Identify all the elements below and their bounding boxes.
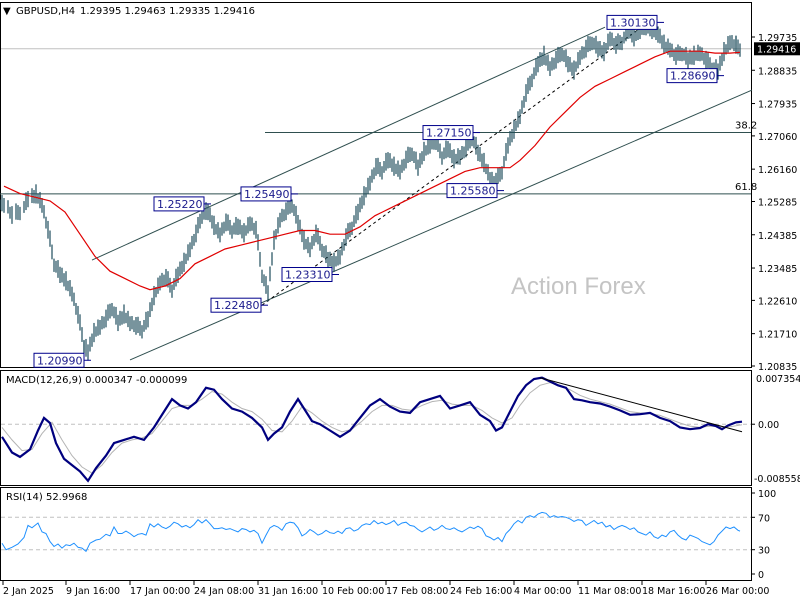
fib-level-label: 38.2 xyxy=(735,121,757,132)
time-tick-label: 4 Mar 00:00 xyxy=(514,586,571,597)
watermark: Action Forex xyxy=(511,273,646,300)
time-tick-label: 9 Jan 16:00 xyxy=(66,586,120,597)
price-label-box xyxy=(240,186,292,202)
current-price-tag: 1.29416 xyxy=(754,42,800,56)
rsi-levels xyxy=(1,516,751,551)
price-tick-label: 1.22610 xyxy=(758,296,797,307)
time-tick-label: 11 Mar 08:00 xyxy=(578,586,641,597)
time-tick-label: 31 Jan 16:00 xyxy=(258,586,318,597)
chart-menu-icon[interactable]: ▼ xyxy=(3,6,11,17)
price-tick-label: 1.27060 xyxy=(758,132,797,143)
price-label-text: 1.28690 xyxy=(670,70,716,83)
macd-signal-line xyxy=(1,382,743,474)
fibonacci-levels: 38.2 61.8 xyxy=(0,121,757,195)
svg-text:-0.008558: -0.008558 xyxy=(754,474,800,485)
fib-level-label: 61.8 xyxy=(735,182,757,193)
macd-trendline[interactable] xyxy=(539,377,743,433)
svg-text:30: 30 xyxy=(758,546,770,557)
price-label-box xyxy=(666,68,718,84)
price-label-box xyxy=(153,196,205,212)
moving-average-line xyxy=(3,50,741,291)
price-tick-label: 1.23485 xyxy=(758,264,797,275)
price-label-box xyxy=(606,14,658,30)
price-bars xyxy=(0,17,741,361)
price-label-text: 1.20990 xyxy=(37,354,83,367)
rsi-axis: 100 70 30 0 xyxy=(752,489,776,581)
price-tick-label: 1.29735 xyxy=(758,33,797,44)
price-tick-label: 1.25285 xyxy=(758,198,797,209)
price-tick-label: 1.20835 xyxy=(758,362,797,373)
macd-main-line xyxy=(1,376,743,483)
svg-text:0.007354: 0.007354 xyxy=(756,374,800,385)
price-label-text: 1.23310 xyxy=(285,269,331,282)
price-axis[interactable]: 1.29735 1.28835 1.27935 1.27060 1.26160 1.252… xyxy=(752,33,797,373)
time-tick-label: 26 Mar 00:00 xyxy=(706,586,769,597)
time-tick-label: 17 Jan 00:00 xyxy=(130,586,190,597)
price-label-box xyxy=(422,125,474,141)
svg-text:1.29416: 1.29416 xyxy=(757,44,796,55)
price-tick-label: 1.26160 xyxy=(758,165,797,176)
symbol-label: GBPUSD,H4 xyxy=(16,6,75,17)
rsi-panel[interactable] xyxy=(0,487,752,581)
rsi-title: RSI(14) 52.9968 xyxy=(6,492,87,503)
main-price-panel[interactable] xyxy=(0,2,752,368)
price-label-box xyxy=(210,297,262,313)
price-label-box xyxy=(446,183,498,199)
rsi-line xyxy=(1,511,741,553)
channel-line[interactable] xyxy=(129,89,753,361)
channel-line[interactable] xyxy=(91,26,606,261)
price-label-text: 1.25220 xyxy=(157,198,203,211)
price-tick-label: 1.27935 xyxy=(758,100,797,111)
price-label-text: 1.27150 xyxy=(426,127,472,140)
time-tick-label: 17 Feb 08:00 xyxy=(386,586,448,597)
time-tick-label: 2 Jan 2025 xyxy=(3,586,54,597)
price-tick-label: 1.24385 xyxy=(758,231,797,242)
time-tick-label: 24 Jan 08:00 xyxy=(194,586,254,597)
price-label-text: 1.25580 xyxy=(450,185,496,198)
price-label-text: 1.22480 xyxy=(214,299,260,312)
macd-panel[interactable] xyxy=(0,370,752,486)
price-annotations: 1.20990 1.25220 1.22480 1.25490 1.23310 1.271… xyxy=(33,14,724,368)
macd-axis: 0.007354 0.00 -0.008558 xyxy=(752,374,800,485)
svg-text:0.00: 0.00 xyxy=(758,420,779,431)
price-label-box xyxy=(33,352,85,368)
price-label-box xyxy=(281,267,333,283)
time-tick-label: 18 Mar 16:00 xyxy=(642,586,705,597)
macd-title: MACD(12,26,9) 0.000347 -0.000099 xyxy=(6,375,187,386)
price-tick-label: 1.21710 xyxy=(758,330,797,341)
time-axis[interactable]: 2 Jan 2025 9 Jan 16:00 17 Jan 00:00 24 Jan … xyxy=(2,581,769,597)
svg-text:100: 100 xyxy=(758,489,776,500)
time-tick-label: 24 Feb 16:00 xyxy=(450,586,512,597)
svg-text:70: 70 xyxy=(758,513,770,524)
price-label-text: 1.25490 xyxy=(244,188,290,201)
time-tick-label: 10 Feb 00:00 xyxy=(322,586,384,597)
svg-text:0: 0 xyxy=(758,570,764,581)
price-label-text: 1.30130 xyxy=(610,16,656,29)
price-tick-label: 1.28835 xyxy=(758,66,797,77)
ohlc-values: 1.29395 1.29463 1.29335 1.29416 xyxy=(80,6,255,17)
